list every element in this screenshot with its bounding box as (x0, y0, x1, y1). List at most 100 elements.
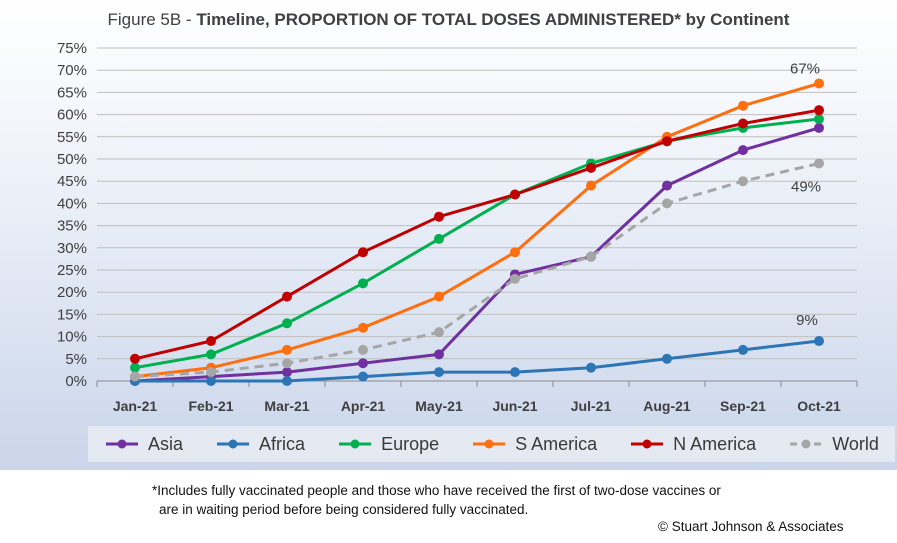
x-tick-label: Jan-21 (113, 398, 158, 414)
x-tick-label: Oct-21 (797, 398, 841, 414)
y-tick-label: 40% (57, 195, 87, 212)
data-point (510, 273, 520, 284)
legend-swatch (631, 439, 664, 449)
legend-swatch (106, 439, 138, 449)
series-line (134, 108, 820, 361)
y-tick-label: 60% (57, 107, 87, 124)
legend-item: N America (629, 434, 756, 455)
copyright: © Stuart Johnson & Associates (658, 519, 844, 534)
chart-legend: Asia Africa Europe S America N America World (88, 426, 895, 462)
y-tick-label: 65% (57, 84, 87, 101)
x-tick-label: Jul-21 (571, 398, 612, 414)
data-point (814, 105, 824, 116)
y-tick-label: 55% (57, 129, 87, 146)
data-point (434, 211, 444, 222)
y-tick-label: 20% (57, 284, 87, 301)
data-point (434, 291, 444, 302)
data-label: 49% (791, 178, 821, 195)
legend-swatch-marker (117, 439, 127, 449)
data-point (282, 367, 292, 378)
x-tick-label: Jun-21 (492, 398, 537, 414)
data-point (282, 291, 292, 302)
data-point (510, 367, 520, 378)
data-point (814, 336, 824, 347)
legend-swatch (339, 439, 372, 449)
chart-title: Figure 5B - Timeline, PROPORTION OF TOTA… (0, 10, 897, 30)
series-line (134, 117, 820, 370)
legend-swatch-marker (801, 439, 811, 449)
legend-item: Africa (215, 434, 305, 455)
legend-swatch-marker (484, 439, 494, 449)
footnote-line-1: *Includes fully vaccinated people and th… (152, 483, 721, 498)
x-tick-label: Apr-21 (341, 398, 386, 414)
data-label: 67% (790, 61, 820, 78)
data-point (662, 353, 672, 364)
legend-swatch-marker (350, 439, 360, 449)
data-point (434, 367, 444, 378)
legend-item: World (788, 434, 879, 455)
data-point (510, 247, 520, 258)
legend-label: N America (673, 433, 757, 454)
y-tick-label: 75% (57, 40, 87, 57)
data-point (738, 145, 748, 156)
data-point (282, 358, 292, 369)
data-point (434, 349, 444, 360)
x-tick-label: Sep-21 (720, 398, 766, 414)
data-point (814, 158, 824, 169)
data-point (206, 376, 216, 386)
data-point (206, 336, 216, 347)
legend-swatch (790, 439, 823, 449)
data-point (358, 322, 368, 333)
data-point (510, 189, 520, 200)
y-tick-label: 45% (57, 173, 87, 190)
data-point (282, 376, 292, 386)
y-tick-label: 10% (57, 329, 87, 346)
legend-swatch (473, 439, 506, 449)
legend-swatch-marker (642, 439, 652, 449)
data-point (358, 247, 368, 258)
data-point (814, 78, 824, 89)
data-point (586, 362, 596, 373)
y-tick-label: 25% (57, 262, 87, 279)
data-point (434, 233, 444, 244)
data-point (282, 344, 292, 355)
data-point (738, 176, 748, 187)
y-tick-label: 70% (57, 62, 87, 79)
y-tick-label: 35% (57, 218, 87, 235)
y-tick-label: 0% (65, 373, 87, 390)
data-label: 9% (796, 312, 818, 329)
series-line (134, 126, 820, 383)
data-point (130, 371, 140, 382)
data-point (586, 162, 596, 173)
data-point (814, 122, 824, 133)
data-point (586, 251, 596, 262)
series-line (135, 339, 820, 383)
footnote-line-2: are in waiting period before being consi… (159, 502, 529, 517)
chart-title-main: Timeline, PROPORTION OF TOTAL DOSES ADMI… (196, 10, 790, 29)
data-point (358, 344, 368, 355)
y-tick-label: 30% (57, 240, 87, 257)
data-point (814, 114, 824, 125)
data-point (130, 362, 140, 373)
data-point (358, 278, 368, 289)
legend-label: World (832, 433, 879, 454)
legend-swatch-marker (228, 439, 238, 449)
data-point (738, 344, 748, 355)
y-tick-label: 15% (57, 306, 87, 323)
data-point (662, 180, 672, 191)
data-point (282, 318, 292, 329)
legend-item: Europe (337, 434, 439, 455)
legend-item: Asia (104, 434, 183, 455)
x-tick-label: Feb-21 (188, 398, 233, 414)
data-point (662, 136, 672, 147)
data-point (434, 327, 444, 338)
data-point (738, 100, 748, 111)
data-point (662, 198, 672, 209)
legend-label: Africa (259, 433, 306, 454)
legend-label: S America (515, 433, 598, 454)
data-point (358, 371, 368, 382)
legend-label: Asia (148, 433, 184, 454)
chart-title-prefix: Figure 5B - (107, 10, 197, 29)
data-point (130, 353, 140, 364)
